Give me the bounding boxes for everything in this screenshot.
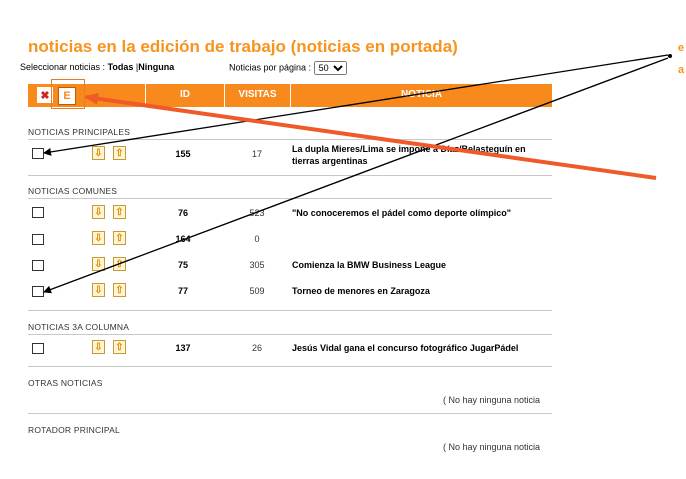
move-down-button[interactable]: ⇩ — [92, 283, 105, 297]
arrow-down-icon: ⇩ — [94, 341, 103, 353]
annotation-arrow — [43, 57, 669, 294]
arrow-up-icon: ⇧ — [115, 232, 124, 244]
header-divider — [145, 84, 146, 107]
empty-message: ( No hay ninguna noticia — [443, 395, 541, 405]
move-up-button[interactable]: ⇧ — [113, 340, 126, 354]
column-visitas[interactable]: VISITAS — [238, 89, 277, 100]
row-checkbox[interactable] — [32, 343, 44, 354]
row-visitas: 509 — [249, 286, 265, 296]
per-page-select[interactable]: 50 — [313, 61, 347, 75]
header-divider — [290, 84, 291, 107]
table-header: ✖ E ID VISITAS NOTICIA — [28, 84, 552, 107]
row-visitas: 305 — [249, 260, 265, 270]
section-divider — [28, 198, 552, 199]
row-checkbox[interactable] — [32, 207, 44, 218]
row-id: 164 — [175, 234, 191, 244]
section-divider — [28, 413, 552, 414]
clipped-text: a — [678, 64, 685, 76]
section-divider — [28, 139, 552, 140]
select-separator: | — [135, 62, 139, 72]
move-down-button[interactable]: ⇩ — [92, 146, 105, 160]
move-up-button[interactable]: ⇧ — [113, 231, 126, 245]
arrow-down-icon: ⇩ — [94, 284, 103, 296]
section-label-comunes: NOTICIAS COMUNES — [28, 186, 118, 196]
row-visitas: 523 — [249, 208, 265, 218]
arrow-down-icon: ⇩ — [94, 258, 103, 270]
section-label-otras: OTRAS NOTICIAS — [28, 378, 103, 388]
arrow-down-icon: ⇩ — [94, 147, 103, 159]
section-divider — [28, 175, 552, 176]
page-title: noticias en la edición de trabajo (notic… — [28, 37, 458, 56]
arrow-up-icon: ⇧ — [115, 341, 124, 353]
empty-message: ( No hay ninguna noticia — [443, 442, 541, 452]
select-news-row: Seleccionar noticias : Todas |Ninguna — [20, 62, 174, 72]
row-noticia-link[interactable]: La dupla Mieres/Lima se impone a Díaz/Be… — [292, 144, 526, 166]
move-down-button[interactable]: ⇩ — [92, 205, 105, 219]
section-label-3a-columna: NOTICIAS 3A COLUMNA — [28, 322, 130, 332]
arrow-up-icon: ⇧ — [115, 284, 124, 296]
section-divider — [28, 366, 552, 367]
delete-button[interactable]: ✖ — [37, 87, 53, 103]
section-divider — [28, 334, 552, 335]
select-all-link[interactable]: Todas — [107, 62, 134, 72]
row-id: 155 — [175, 149, 191, 159]
move-down-button[interactable]: ⇩ — [92, 231, 105, 245]
arrow-up-icon: ⇧ — [115, 206, 124, 218]
delete-icon: ✖ — [40, 89, 50, 102]
row-visitas: 0 — [254, 234, 260, 244]
section-divider — [28, 310, 552, 311]
annotation-arrow — [43, 54, 669, 156]
row-visitas: 26 — [251, 343, 262, 353]
row-id: 76 — [177, 208, 188, 218]
per-page-control: Noticias por página : 50 — [229, 61, 347, 75]
row-checkbox[interactable] — [32, 260, 44, 271]
edit-icon: E — [63, 90, 71, 102]
move-down-button[interactable]: ⇩ — [92, 257, 105, 271]
row-checkbox[interactable] — [32, 234, 44, 245]
arrow-down-icon: ⇩ — [94, 206, 103, 218]
clipped-text: e — [678, 42, 685, 54]
row-noticia-link[interactable]: "No conoceremos el pádel como deporte ol… — [292, 208, 512, 218]
arrow-down-icon: ⇩ — [94, 232, 103, 244]
edit-button[interactable]: E — [58, 87, 76, 105]
move-up-button[interactable]: ⇧ — [113, 205, 126, 219]
column-noticia[interactable]: NOTICIA — [400, 89, 443, 100]
row-visitas: 17 — [251, 149, 262, 159]
row-id: 137 — [175, 343, 191, 353]
row-id: 77 — [177, 286, 188, 296]
move-up-button[interactable]: ⇧ — [113, 146, 126, 160]
select-label: Seleccionar noticias : — [20, 62, 106, 72]
row-noticia-link[interactable]: Comienza la BMW Business League — [292, 260, 447, 270]
section-label-rotador: ROTADOR PRINCIPAL — [28, 425, 120, 435]
column-id[interactable]: ID — [180, 89, 190, 100]
select-none-link[interactable]: Ninguna — [138, 62, 175, 72]
row-id: 75 — [177, 260, 188, 270]
arrow-up-icon: ⇧ — [115, 147, 124, 159]
move-up-button[interactable]: ⇧ — [113, 283, 126, 297]
per-page-label: Noticias por página : — [229, 62, 312, 73]
move-down-button[interactable]: ⇩ — [92, 340, 105, 354]
annotation-arrow-red — [84, 92, 657, 180]
header-divider — [224, 84, 225, 107]
row-noticia-link[interactable]: Jesús Vidal gana el concurso fotográfico… — [292, 343, 519, 353]
row-noticia-link[interactable]: Torneo de menores en Zaragoza — [292, 286, 430, 296]
annotation-dot — [668, 54, 672, 58]
section-label-principales: NOTICIAS PRINCIPALES — [28, 127, 131, 137]
